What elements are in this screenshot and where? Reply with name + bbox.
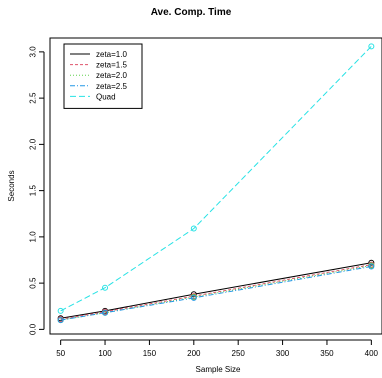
y-axis-label: Seconds <box>7 170 16 201</box>
data-point <box>368 263 375 270</box>
legend-box <box>63 43 143 109</box>
y-axis: 0.0 0.5 1.0 1.5 2.0 2.5 3.0 <box>29 46 45 335</box>
legend-label: zeta=2.0 <box>96 71 127 80</box>
y-tick-label: 0.0 <box>29 323 38 335</box>
data-point <box>102 284 109 291</box>
legend-label: zeta=1.0 <box>96 50 127 59</box>
series-4 <box>57 43 375 314</box>
series-line <box>60 262 372 319</box>
plot-area <box>49 37 382 335</box>
data-point <box>368 43 375 50</box>
y-tick-label: 3.0 <box>29 46 38 58</box>
y-tick-label: 1.5 <box>29 185 38 197</box>
x-tick-label: 300 <box>276 349 290 358</box>
x-axis: 50 100 150 200 250 300 350 400 <box>56 339 379 358</box>
legend-label: zeta=2.5 <box>96 82 127 91</box>
data-point <box>190 225 197 232</box>
x-tick-label: 250 <box>232 349 246 358</box>
x-tick-label: 350 <box>320 349 334 358</box>
x-tick-label: 100 <box>98 349 112 358</box>
x-tick-label: 400 <box>365 349 379 358</box>
y-tick-label: 2.0 <box>29 138 38 150</box>
series-layer <box>57 43 375 324</box>
series-line <box>60 265 372 321</box>
legend-label: zeta=1.5 <box>96 61 127 70</box>
series-3 <box>57 263 375 324</box>
data-point <box>368 259 375 266</box>
series-line <box>60 264 372 320</box>
y-tick-label: 1.0 <box>29 231 38 243</box>
y-tick-label: 0.5 <box>29 277 38 289</box>
data-point <box>102 309 109 316</box>
data-point <box>190 294 197 301</box>
x-tick-label: 50 <box>56 349 65 358</box>
x-tick-label: 150 <box>143 349 157 358</box>
series-line <box>60 45 372 312</box>
x-axis-label: Sample Size <box>196 365 241 374</box>
legend-label: Quad <box>96 92 116 101</box>
data-point <box>57 307 64 314</box>
x-tick-label: 200 <box>187 349 201 358</box>
chart-title: Ave. Comp. Time <box>151 7 232 18</box>
y-tick-label: 2.5 <box>29 92 38 104</box>
data-point <box>57 317 64 324</box>
